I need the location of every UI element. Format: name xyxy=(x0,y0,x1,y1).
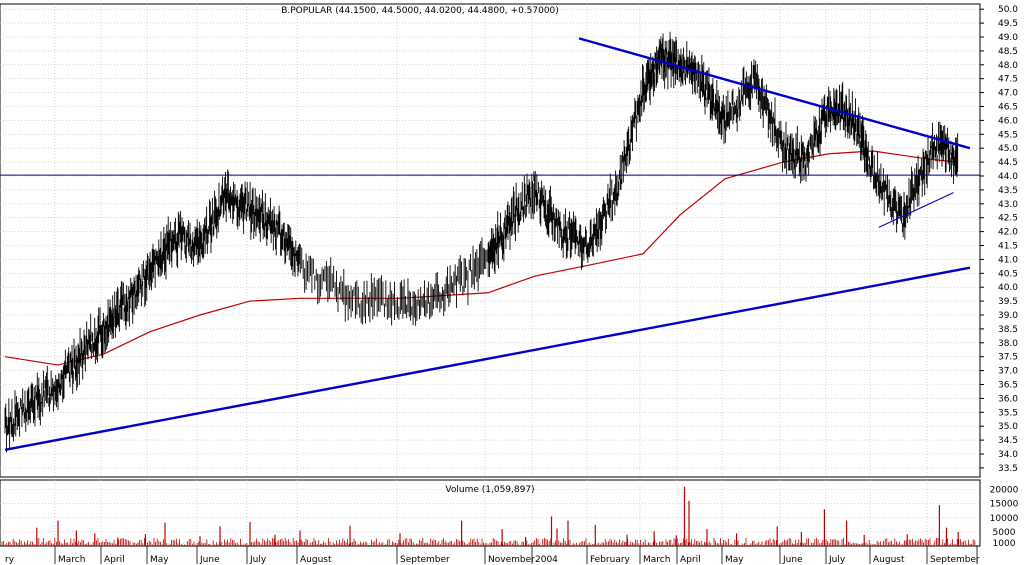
price-tick-label: 37.0 xyxy=(998,367,1018,377)
volume-panel xyxy=(0,479,981,547)
price-tick-label: 39.0 xyxy=(998,311,1018,321)
price-tick-label: 34.5 xyxy=(998,436,1018,446)
month-label: March xyxy=(58,555,85,565)
price-tick-label: 40.0 xyxy=(998,283,1018,293)
price-tick-label: 50.0 xyxy=(998,5,1018,15)
volume-tick-label: 20000 xyxy=(990,486,1019,496)
chart-title: B.POPULAR (44.1500, 44.5000, 44.0200, 44… xyxy=(281,6,559,16)
volume-bars xyxy=(1,486,977,546)
volume-tick-label: 5000 xyxy=(993,528,1016,538)
month-label: June xyxy=(199,555,220,565)
price-tick-label: 43.5 xyxy=(998,186,1018,196)
price-tick-label: 36.5 xyxy=(998,381,1018,391)
month-label: July xyxy=(828,555,846,565)
price-tick-label: 38.5 xyxy=(998,325,1018,335)
month-label: July xyxy=(249,555,267,565)
month-label: April xyxy=(680,555,701,565)
price-tick-label: 34.0 xyxy=(998,450,1018,460)
price-series xyxy=(4,31,959,453)
price-tick-label: 43.0 xyxy=(998,200,1018,210)
month-label: May xyxy=(150,555,169,565)
price-tick-label: 48.0 xyxy=(998,61,1018,71)
price-tick-label: 36.0 xyxy=(998,394,1018,404)
price-tick-label: 49.0 xyxy=(998,33,1018,43)
price-tick-label: 48.5 xyxy=(998,47,1018,57)
price-tick-label: 37.5 xyxy=(998,353,1018,363)
month-label: September xyxy=(400,555,450,565)
month-label: April xyxy=(104,555,125,565)
price-tick-label: 45.5 xyxy=(998,130,1018,140)
price-tick-label: 47.0 xyxy=(998,89,1018,99)
month-label: May xyxy=(725,555,744,565)
moving-average xyxy=(4,150,959,366)
volume-tick-label: 10000 xyxy=(990,514,1019,524)
axes: 50.0 49.5 49.0 48.5 48.0 47.5 47.0 46.5 46.0 45.5… xyxy=(5,5,1019,565)
price-tick-label: 38.0 xyxy=(998,339,1018,349)
trendlines xyxy=(0,37,980,452)
volume-label: Volume (1,059,897) xyxy=(445,485,534,495)
trendline xyxy=(4,266,971,452)
price-tick-label: 42.5 xyxy=(998,214,1018,224)
month-label: ry xyxy=(5,555,15,565)
price-tick-label: 41.5 xyxy=(998,242,1018,252)
price-tick-label: 41.0 xyxy=(998,255,1018,265)
month-label: February xyxy=(590,555,631,565)
volume-tick-label: 15000 xyxy=(990,500,1019,510)
price-tick-label: 46.0 xyxy=(998,116,1018,126)
moving-average-line xyxy=(4,150,959,366)
price-tick-label: 39.5 xyxy=(998,297,1018,307)
price-tick-label: 44.0 xyxy=(998,172,1018,182)
month-label: 2004 xyxy=(535,555,558,565)
month-label: August xyxy=(300,555,332,565)
price-tick-label: 40.5 xyxy=(998,269,1018,279)
trendline xyxy=(578,37,971,150)
volume-tick-label: 1000 xyxy=(993,539,1016,549)
price-tick-label: 42.0 xyxy=(998,228,1018,238)
price-tick-label: 47.5 xyxy=(998,75,1018,85)
price-tick-label: 35.5 xyxy=(998,408,1018,418)
price-tick-label: 35.0 xyxy=(998,422,1018,432)
trendline xyxy=(878,192,954,228)
price-tick-label: 33.5 xyxy=(998,464,1018,474)
price-tick-label: 45.0 xyxy=(998,144,1018,154)
month-label: August xyxy=(873,555,905,565)
month-label: June xyxy=(782,555,803,565)
price-tick-label: 49.5 xyxy=(998,19,1018,29)
month-label: September xyxy=(930,555,980,565)
month-label: March xyxy=(643,555,670,565)
price-tick-label: 46.5 xyxy=(998,103,1018,113)
month-label: November xyxy=(488,555,535,565)
price-tick-label: 44.5 xyxy=(998,158,1018,168)
